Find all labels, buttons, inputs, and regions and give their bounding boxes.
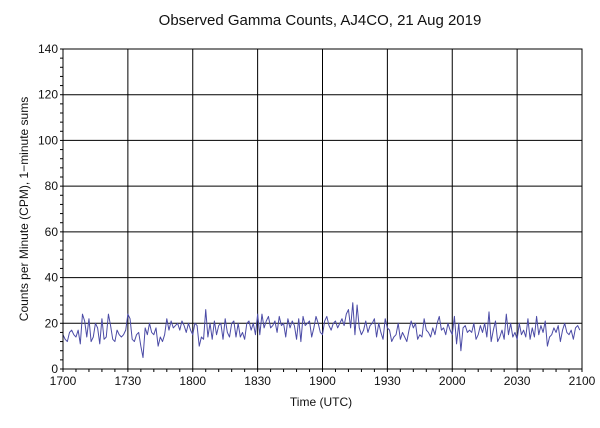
y-tick-label: 120 (38, 88, 58, 102)
y-tick-label: 80 (45, 179, 59, 193)
x-tick-label: 2030 (504, 374, 531, 388)
y-tick-label: 100 (38, 133, 58, 147)
x-tick-label: 2000 (439, 374, 466, 388)
x-axis-label: Time (UTC) (290, 395, 352, 409)
grid-layer (63, 49, 582, 369)
y-axis-label: Counts per Minute (CPM), 1−minute sums (17, 97, 31, 321)
x-tick-label: 1830 (244, 374, 271, 388)
y-tick-label: 0 (51, 362, 58, 376)
x-tick-label: 1900 (309, 374, 336, 388)
x-tick-label: 1730 (115, 374, 142, 388)
y-tick-label: 140 (38, 42, 58, 56)
y-tick-label: 40 (45, 271, 59, 285)
x-tick-label: 2100 (569, 374, 596, 388)
series-line (62, 302, 581, 359)
x-tick-label: 1930 (374, 374, 401, 388)
series-layer (62, 302, 581, 359)
y-tick-label: 60 (45, 225, 59, 239)
chart-title: Observed Gamma Counts, AJ4CO, 21 Aug 201… (159, 12, 482, 29)
x-tick-label: 1800 (179, 374, 206, 388)
tick-layer: 0 20 40 60 80 100 120 140 1700 1730 1800 1830 1900 19… (38, 42, 596, 388)
x-tick-label: 1700 (50, 374, 77, 388)
y-tick-label: 20 (45, 316, 59, 330)
